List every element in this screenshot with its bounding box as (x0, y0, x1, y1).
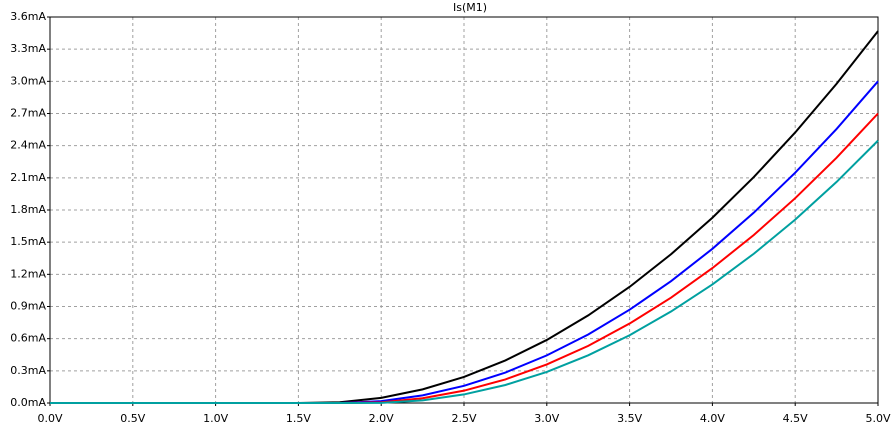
x-tick-label: 1.5V (286, 412, 311, 425)
x-tick-label: 3.5V (617, 412, 642, 425)
x-tick-label: 5.0V (865, 412, 890, 425)
y-tick-label: 0.6mA (10, 332, 46, 345)
y-tick-label: 1.5mA (10, 235, 46, 248)
y-tick-label: 0.9mA (10, 300, 46, 313)
y-tick-label: 0.3mA (10, 364, 46, 377)
plot-frame (49, 16, 879, 404)
x-tick-label: 4.0V (700, 412, 725, 425)
x-tick-label: 3.0V (534, 412, 559, 425)
y-tick-label: 1.8mA (10, 203, 46, 216)
y-tick-label: 2.7mA (10, 107, 46, 120)
series-line (50, 139, 879, 404)
y-tick-label: 3.3mA (10, 42, 46, 55)
y-tick-label: 2.4mA (10, 139, 46, 152)
x-tick-label: 2.5V (451, 412, 476, 425)
y-tick-label: 2.1mA (10, 171, 46, 184)
x-tick-label: 0.0V (37, 412, 62, 425)
y-tick-label: 3.6mA (10, 10, 46, 23)
x-tick-label: 2.0V (369, 412, 394, 425)
x-tick-label: 0.5V (120, 412, 145, 425)
x-tick-label: 1.0V (203, 412, 228, 425)
y-tick-label: 3.0mA (10, 74, 46, 87)
y-tick-label: 1.2mA (10, 267, 46, 280)
x-tick-label: 4.5V (783, 412, 808, 425)
chart-title: Is(M1) (453, 1, 487, 14)
y-tick-label: 0.0mA (10, 396, 46, 409)
